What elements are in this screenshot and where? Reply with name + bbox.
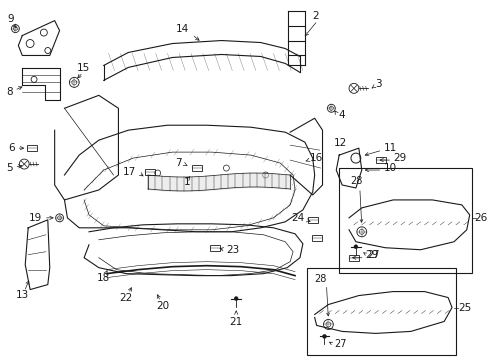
Text: 18: 18 — [97, 273, 110, 283]
Text: 9: 9 — [7, 14, 14, 24]
Text: 14: 14 — [175, 24, 189, 33]
Text: 25: 25 — [458, 302, 471, 312]
Bar — [27, 145, 37, 151]
Text: 10: 10 — [383, 163, 396, 173]
Text: 5: 5 — [6, 163, 12, 173]
Circle shape — [354, 245, 358, 249]
Text: 24: 24 — [292, 213, 305, 223]
Text: 3: 3 — [375, 79, 382, 89]
Text: 29: 29 — [366, 250, 379, 260]
Text: 26: 26 — [475, 213, 488, 223]
Text: 8: 8 — [6, 87, 12, 97]
Text: 11: 11 — [383, 143, 396, 153]
Text: 2: 2 — [313, 11, 319, 21]
Text: 27: 27 — [368, 250, 380, 260]
Circle shape — [322, 334, 326, 338]
Text: 27: 27 — [334, 339, 347, 349]
Text: 15: 15 — [77, 63, 91, 73]
Text: 12: 12 — [334, 138, 347, 148]
Text: 6: 6 — [8, 143, 14, 153]
Text: 28: 28 — [315, 274, 327, 284]
Bar — [308, 217, 318, 223]
Circle shape — [234, 297, 238, 301]
Text: 22: 22 — [120, 293, 133, 302]
Text: 4: 4 — [338, 110, 345, 120]
Bar — [312, 235, 321, 241]
Text: 21: 21 — [229, 318, 243, 328]
Bar — [192, 165, 202, 171]
Bar — [210, 245, 220, 251]
Bar — [145, 169, 155, 175]
Text: 20: 20 — [156, 301, 169, 311]
Text: 13: 13 — [16, 289, 29, 300]
Text: 28: 28 — [350, 176, 363, 186]
Bar — [349, 255, 359, 261]
Text: 1: 1 — [184, 177, 191, 187]
Text: 29: 29 — [393, 153, 406, 163]
Bar — [307, 268, 456, 355]
Text: 23: 23 — [226, 245, 240, 255]
Text: 17: 17 — [123, 167, 136, 177]
Text: 16: 16 — [310, 153, 323, 163]
Bar — [339, 168, 472, 273]
Text: 7: 7 — [175, 158, 182, 168]
Bar — [376, 157, 386, 163]
Text: 19: 19 — [28, 213, 42, 223]
